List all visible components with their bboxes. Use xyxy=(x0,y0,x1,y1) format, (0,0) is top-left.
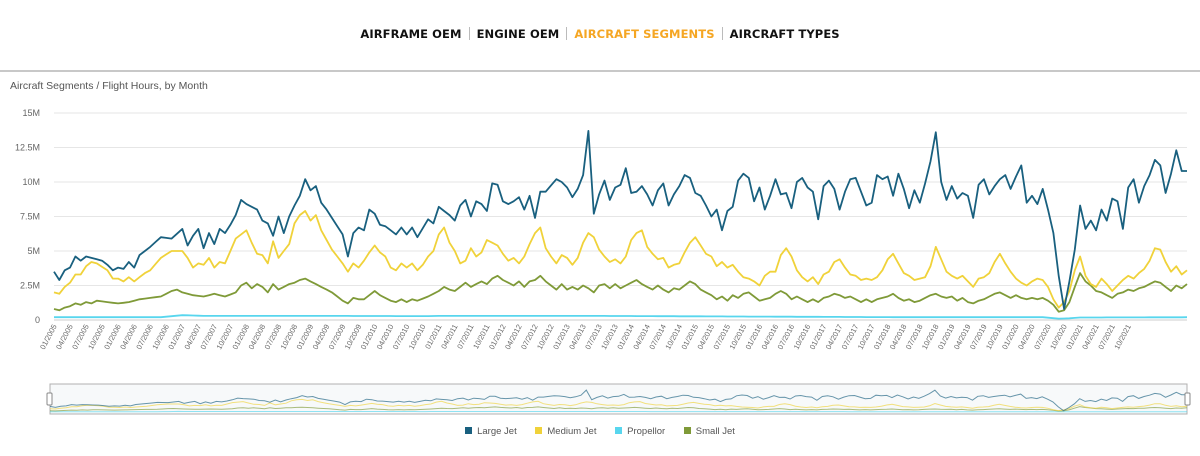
series-line-large-jet xyxy=(53,129,1187,310)
tab-separator xyxy=(721,27,723,40)
tab-airframe-oem[interactable]: AIRFRAME OEM xyxy=(360,27,462,41)
tab-engine-oem[interactable]: ENGINE OEM xyxy=(476,27,560,41)
chart-title: Aircraft Segments / Flight Hours, by Mon… xyxy=(10,80,208,92)
small-jet-swatch xyxy=(683,427,691,434)
series-line-small-jet xyxy=(53,272,1188,313)
legend-label: Propellor xyxy=(627,426,666,437)
series-line-medium-jet xyxy=(53,210,1188,309)
legend: Large Jet Medium Jet Propellor Small Jet xyxy=(0,426,1200,437)
y-tick-label: 7.5M xyxy=(20,212,40,222)
tab-separator xyxy=(566,27,568,40)
navigator-line xyxy=(49,398,1188,412)
y-tick-label: 12.5M xyxy=(15,143,40,153)
large-jet-swatch xyxy=(465,427,473,434)
legend-item-large-jet[interactable]: Large Jet xyxy=(465,426,517,437)
y-tick-label: 15M xyxy=(22,108,40,118)
tab-aircraft-types[interactable]: AIRCRAFT TYPES xyxy=(729,27,840,41)
y-tick-label: 0 xyxy=(35,315,40,325)
legend-item-medium-jet[interactable]: Medium Jet xyxy=(535,426,596,437)
legend-label: Small Jet xyxy=(695,426,735,437)
header-divider xyxy=(0,70,1200,72)
legend-item-small-jet[interactable]: Small Jet xyxy=(683,426,735,437)
navigator-left-handle[interactable] xyxy=(46,392,53,406)
tab-aircraft-segments[interactable]: AIRCRAFT SEGMENTS xyxy=(574,27,715,41)
y-tick-label: 2.5M xyxy=(20,281,40,291)
navigator-line xyxy=(49,406,1188,412)
y-tick-label: 10M xyxy=(22,177,40,187)
y-axis: 0 2.5M 5M 7.5M 10M 12.5M 15M xyxy=(15,108,40,325)
series-line-propellor xyxy=(54,314,1188,320)
plot-area xyxy=(53,129,1188,320)
legend-label: Large Jet xyxy=(477,426,517,437)
navigator-line xyxy=(49,389,1187,412)
y-tick-label: 5M xyxy=(27,246,40,256)
x-axis: 01/200504/200507/200510/200501/200604/20… xyxy=(38,323,1133,351)
navigator-right-handle[interactable] xyxy=(1184,392,1191,406)
range-navigator xyxy=(46,383,1191,415)
segment-tabs: AIRFRAME OEM ENGINE OEM AIRCRAFT SEGMENTS A… xyxy=(0,27,1200,41)
gridlines xyxy=(54,112,1187,321)
propellor-swatch xyxy=(615,427,623,434)
medium-jet-swatch xyxy=(535,427,543,434)
legend-label: Medium Jet xyxy=(547,426,597,437)
tab-separator xyxy=(468,27,470,40)
legend-item-propellor[interactable]: Propellor xyxy=(615,426,665,437)
